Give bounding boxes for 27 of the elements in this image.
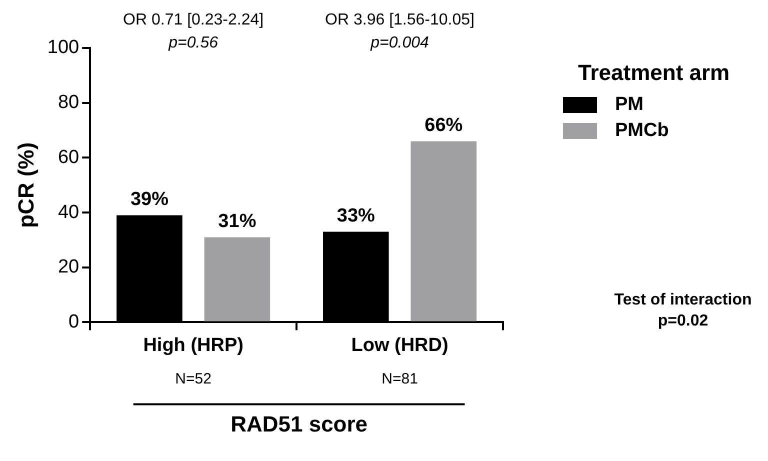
y-tick-label: 80 (58, 92, 80, 114)
data-label: 33% (336, 205, 376, 226)
y-tick-label: 100 (47, 37, 80, 58)
x-tick-label: Low (HRD) (351, 334, 448, 356)
data-label: 39% (130, 188, 169, 210)
legend-label: PM (615, 94, 644, 116)
text: N=81 (382, 370, 418, 388)
x-axis-title: RAD51 score (230, 411, 368, 436)
y-tick-label: 20 (58, 256, 80, 278)
legend-title: Treatment arm (578, 60, 730, 86)
y-axis-title: pCR (%) (13, 142, 38, 228)
text: N=52 (175, 370, 212, 388)
y-tick-label: 40 (58, 202, 80, 223)
text: OR 0.71 [0.23-2.24] (123, 11, 264, 28)
annotation: p=0.004 (370, 34, 430, 52)
annotation: p=0.56 (168, 34, 218, 52)
text: OR 3.96 [1.56-10.05] (325, 11, 474, 28)
x-tick-label: High (HRP) (143, 334, 244, 356)
y-tick-label: 0 (68, 311, 80, 332)
bar (410, 141, 477, 322)
text: p=0.02 (658, 312, 708, 330)
bar (204, 237, 270, 322)
y-tick-label: 60 (58, 146, 80, 168)
text: Test of interaction (614, 291, 752, 308)
data-label: 31% (218, 210, 256, 232)
data-label: 66% (424, 114, 463, 136)
legend-label: PMCb (615, 120, 669, 142)
